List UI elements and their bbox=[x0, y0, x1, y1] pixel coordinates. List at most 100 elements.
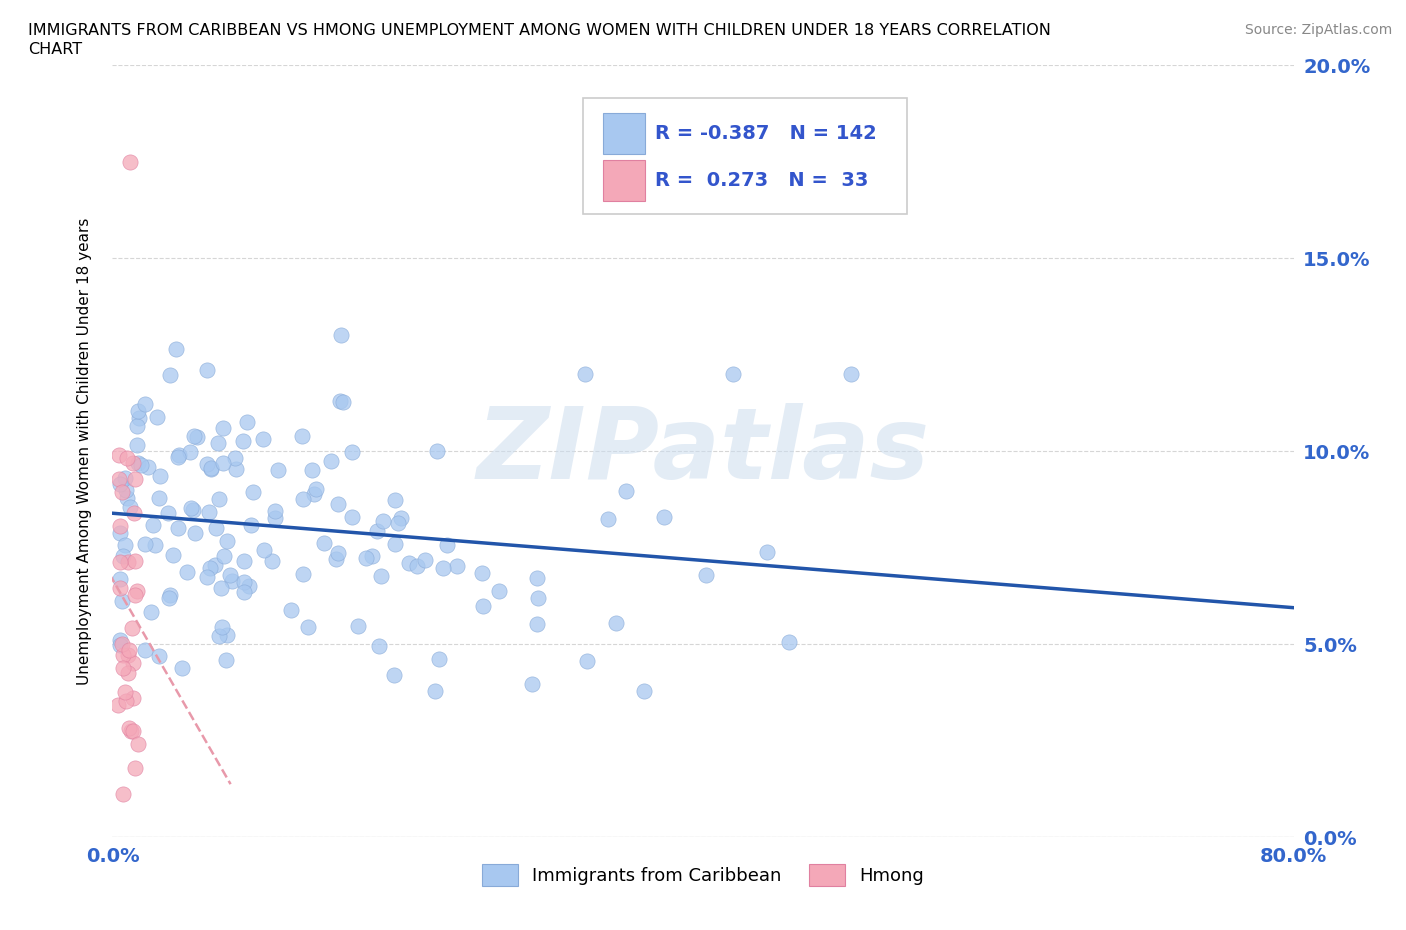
Point bbox=[121, 724, 143, 738]
Point bbox=[413, 552, 436, 567]
Point bbox=[167, 447, 190, 462]
Point bbox=[200, 461, 222, 476]
Point bbox=[839, 366, 862, 381]
Point bbox=[108, 632, 131, 647]
Point bbox=[197, 569, 219, 584]
Point bbox=[124, 761, 146, 776]
Point bbox=[389, 511, 412, 525]
Point bbox=[778, 635, 800, 650]
Point bbox=[756, 544, 779, 559]
Point bbox=[598, 512, 620, 526]
Point bbox=[370, 568, 392, 583]
Point bbox=[148, 490, 170, 505]
Point bbox=[198, 505, 221, 520]
Point bbox=[148, 648, 170, 663]
Point bbox=[165, 341, 187, 356]
Point bbox=[605, 616, 627, 631]
Point bbox=[124, 505, 146, 520]
Point bbox=[111, 786, 134, 801]
Point bbox=[125, 418, 148, 433]
Point bbox=[633, 684, 655, 698]
Point bbox=[108, 472, 131, 486]
Point bbox=[149, 468, 172, 483]
Point bbox=[180, 500, 202, 515]
Point bbox=[127, 456, 149, 471]
Point bbox=[167, 450, 190, 465]
Point bbox=[207, 435, 229, 450]
Point bbox=[695, 567, 717, 582]
Point bbox=[291, 566, 314, 581]
Point bbox=[527, 591, 550, 605]
Point bbox=[652, 510, 675, 525]
Point bbox=[347, 618, 370, 633]
Point bbox=[427, 651, 450, 666]
Point bbox=[114, 482, 136, 497]
Point bbox=[360, 549, 382, 564]
Point bbox=[184, 525, 207, 540]
Point bbox=[301, 463, 323, 478]
Point bbox=[117, 647, 139, 662]
Point bbox=[159, 588, 181, 603]
Point bbox=[134, 536, 156, 551]
Point bbox=[111, 661, 134, 676]
Text: Source: ZipAtlas.com: Source: ZipAtlas.com bbox=[1244, 23, 1392, 37]
Point bbox=[264, 511, 287, 525]
Point bbox=[110, 581, 132, 596]
Point bbox=[122, 456, 145, 471]
Point bbox=[157, 591, 180, 605]
Point bbox=[305, 481, 328, 496]
Point bbox=[260, 554, 283, 569]
Text: R = -0.387   N = 142: R = -0.387 N = 142 bbox=[655, 125, 877, 143]
Point bbox=[117, 666, 139, 681]
Point bbox=[111, 636, 134, 651]
Point bbox=[472, 598, 495, 613]
Point bbox=[398, 555, 420, 570]
Point bbox=[183, 428, 205, 443]
Point bbox=[387, 515, 409, 530]
Point bbox=[291, 429, 314, 444]
Point bbox=[292, 492, 315, 507]
Point bbox=[142, 518, 165, 533]
Point bbox=[340, 445, 363, 459]
Point bbox=[176, 565, 198, 579]
Point bbox=[136, 459, 159, 474]
Point bbox=[721, 366, 744, 381]
Point bbox=[215, 652, 238, 667]
Point bbox=[297, 619, 319, 634]
Point bbox=[212, 549, 235, 564]
Point bbox=[156, 505, 179, 520]
Point bbox=[127, 583, 149, 598]
Point bbox=[167, 521, 190, 536]
Point bbox=[108, 518, 131, 533]
Point bbox=[124, 588, 146, 603]
Point bbox=[384, 668, 406, 683]
Point bbox=[330, 328, 353, 343]
Point bbox=[574, 366, 596, 381]
Point bbox=[232, 575, 254, 590]
Point bbox=[117, 554, 139, 569]
Point bbox=[267, 462, 290, 477]
Point bbox=[326, 546, 349, 561]
Point bbox=[170, 660, 193, 675]
Point bbox=[225, 461, 247, 476]
Point bbox=[432, 561, 454, 576]
Point bbox=[122, 656, 145, 671]
Point bbox=[211, 456, 233, 471]
Point bbox=[108, 476, 131, 491]
Point bbox=[239, 517, 262, 532]
Point bbox=[111, 485, 134, 499]
Point bbox=[406, 559, 429, 574]
Point bbox=[302, 486, 325, 501]
Point bbox=[124, 472, 146, 486]
Point bbox=[118, 643, 141, 658]
Point bbox=[107, 698, 129, 712]
Y-axis label: Unemployment Among Women with Children Under 18 years: Unemployment Among Women with Children U… bbox=[77, 218, 91, 684]
Point bbox=[423, 684, 446, 698]
Point bbox=[122, 690, 145, 705]
Legend: Immigrants from Caribbean, Hmong: Immigrants from Caribbean, Hmong bbox=[475, 857, 931, 894]
Point bbox=[200, 461, 222, 476]
Point bbox=[124, 553, 146, 568]
Point bbox=[384, 492, 406, 507]
Point bbox=[280, 603, 302, 618]
Point bbox=[354, 551, 377, 565]
